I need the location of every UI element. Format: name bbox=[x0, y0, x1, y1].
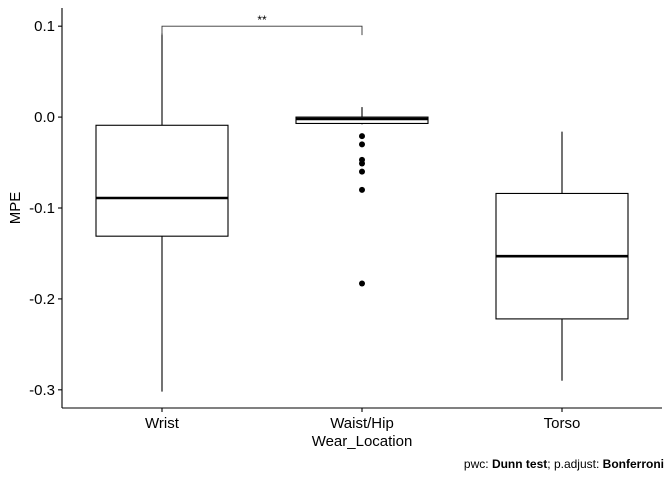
box-wrist bbox=[95, 33, 229, 392]
x-tick-label: Waist/Hip bbox=[330, 415, 394, 432]
iqr-box bbox=[295, 116, 429, 125]
outlier-point bbox=[359, 133, 365, 140]
y-axis-title: MPE bbox=[7, 192, 24, 225]
outlier-point bbox=[359, 141, 365, 148]
caption-adjust: Bonferroni bbox=[603, 457, 664, 471]
caption-prefix: pwc: bbox=[464, 457, 492, 471]
y-tick-label: -0.2 bbox=[29, 291, 55, 308]
outlier-point bbox=[359, 160, 365, 167]
y-tick-label: 0.0 bbox=[34, 109, 55, 126]
significance-label: ** bbox=[257, 13, 267, 27]
y-tick-label: -0.1 bbox=[29, 200, 55, 217]
y-tick-label: -0.3 bbox=[29, 382, 55, 399]
caption: pwc: Dunn test; p.adjust: Bonferroni bbox=[464, 457, 664, 471]
iqr-box bbox=[95, 124, 229, 237]
outlier-point bbox=[359, 186, 365, 193]
x-tick-label: Torso bbox=[544, 415, 581, 432]
box-waist-hip bbox=[295, 107, 429, 287]
y-tick-label: 0.1 bbox=[34, 18, 55, 35]
x-tick-label: Wrist bbox=[145, 415, 180, 432]
caption-test: Dunn test bbox=[492, 457, 547, 471]
outlier-point bbox=[359, 280, 365, 287]
significance-bracket bbox=[161, 25, 363, 36]
x-axis-title: Wear_Location bbox=[312, 433, 413, 450]
caption-middle: ; p.adjust: bbox=[547, 457, 602, 471]
box-torso bbox=[495, 131, 629, 381]
outlier-point bbox=[359, 168, 365, 175]
